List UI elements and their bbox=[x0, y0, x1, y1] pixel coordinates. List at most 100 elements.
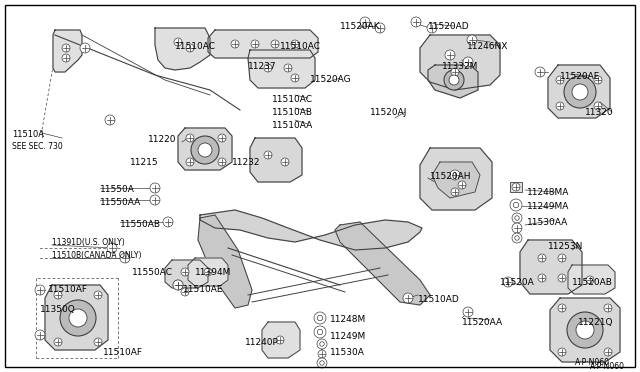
Polygon shape bbox=[432, 162, 480, 198]
Circle shape bbox=[444, 70, 464, 90]
Text: 11520AA: 11520AA bbox=[462, 318, 503, 327]
Text: 11220: 11220 bbox=[148, 135, 177, 144]
Polygon shape bbox=[548, 65, 610, 118]
Text: 11332M: 11332M bbox=[442, 62, 478, 71]
Circle shape bbox=[375, 23, 385, 33]
Circle shape bbox=[80, 43, 90, 53]
Circle shape bbox=[94, 338, 102, 346]
Polygon shape bbox=[200, 210, 422, 250]
Circle shape bbox=[264, 151, 272, 159]
Circle shape bbox=[538, 274, 546, 282]
Polygon shape bbox=[250, 138, 302, 182]
Text: 11510AE: 11510AE bbox=[183, 285, 223, 294]
Circle shape bbox=[594, 76, 602, 84]
Circle shape bbox=[515, 236, 519, 240]
Text: 11510AB: 11510AB bbox=[272, 108, 313, 117]
Circle shape bbox=[510, 199, 522, 211]
Circle shape bbox=[271, 40, 279, 48]
Circle shape bbox=[558, 304, 566, 312]
Circle shape bbox=[320, 361, 324, 365]
Polygon shape bbox=[420, 148, 492, 210]
Circle shape bbox=[512, 223, 522, 233]
Polygon shape bbox=[155, 28, 210, 70]
Text: 11391D(U.S. ONLY): 11391D(U.S. ONLY) bbox=[52, 238, 125, 247]
Text: 11510A: 11510A bbox=[12, 130, 44, 139]
Polygon shape bbox=[550, 298, 620, 362]
Circle shape bbox=[317, 315, 323, 321]
Text: 11253N: 11253N bbox=[548, 242, 584, 251]
Circle shape bbox=[198, 143, 212, 157]
Text: 11248M: 11248M bbox=[330, 315, 366, 324]
Circle shape bbox=[515, 216, 519, 220]
Circle shape bbox=[512, 183, 520, 191]
Text: 11520AH: 11520AH bbox=[430, 172, 472, 181]
Circle shape bbox=[564, 76, 596, 108]
Polygon shape bbox=[208, 30, 318, 58]
Circle shape bbox=[218, 134, 226, 142]
Circle shape bbox=[314, 326, 326, 338]
Circle shape bbox=[191, 136, 219, 164]
Circle shape bbox=[173, 280, 183, 290]
Circle shape bbox=[251, 40, 259, 48]
Text: 11510AF: 11510AF bbox=[48, 285, 88, 294]
Circle shape bbox=[320, 342, 324, 346]
Circle shape bbox=[281, 158, 289, 166]
Text: 11249M: 11249M bbox=[330, 332, 366, 341]
Polygon shape bbox=[248, 50, 315, 88]
Polygon shape bbox=[165, 260, 208, 288]
Circle shape bbox=[318, 350, 326, 358]
Text: 11520AB: 11520AB bbox=[572, 278, 613, 287]
Circle shape bbox=[586, 276, 594, 284]
Circle shape bbox=[314, 312, 326, 324]
Circle shape bbox=[513, 202, 518, 208]
Text: SEE SEC. 730: SEE SEC. 730 bbox=[12, 142, 63, 151]
Text: 11232: 11232 bbox=[232, 158, 260, 167]
Text: 11530AA: 11530AA bbox=[527, 218, 568, 227]
Text: 11510AC: 11510AC bbox=[280, 42, 321, 51]
Text: 11249MA: 11249MA bbox=[527, 202, 570, 211]
Circle shape bbox=[463, 307, 473, 317]
Circle shape bbox=[284, 64, 292, 72]
Text: 11394M: 11394M bbox=[195, 268, 232, 277]
Text: 11520AE: 11520AE bbox=[560, 72, 600, 81]
Text: 11240P: 11240P bbox=[245, 338, 279, 347]
Circle shape bbox=[150, 195, 160, 205]
Circle shape bbox=[556, 76, 564, 84]
Polygon shape bbox=[45, 285, 108, 350]
Text: A·P·N060: A·P·N060 bbox=[575, 358, 610, 367]
Polygon shape bbox=[188, 258, 228, 286]
Circle shape bbox=[558, 274, 566, 282]
Text: 11510AC: 11510AC bbox=[175, 42, 216, 51]
Text: 11520AG: 11520AG bbox=[310, 75, 351, 84]
Circle shape bbox=[94, 291, 102, 299]
Circle shape bbox=[276, 336, 284, 344]
Circle shape bbox=[291, 40, 299, 48]
Circle shape bbox=[174, 38, 182, 46]
Circle shape bbox=[264, 64, 272, 72]
Polygon shape bbox=[428, 65, 478, 98]
Circle shape bbox=[120, 253, 130, 263]
Text: 11510AD: 11510AD bbox=[418, 295, 460, 304]
Circle shape bbox=[60, 300, 96, 336]
Text: 11237: 11237 bbox=[248, 62, 276, 71]
Circle shape bbox=[594, 102, 602, 110]
Circle shape bbox=[512, 213, 522, 223]
Text: 11530A: 11530A bbox=[330, 348, 365, 357]
Circle shape bbox=[463, 57, 473, 67]
Circle shape bbox=[62, 54, 70, 62]
Circle shape bbox=[150, 183, 160, 193]
Polygon shape bbox=[568, 265, 615, 294]
Circle shape bbox=[105, 115, 115, 125]
Circle shape bbox=[291, 74, 299, 82]
Text: 11550A: 11550A bbox=[100, 185, 135, 194]
Text: 11550AC: 11550AC bbox=[132, 268, 173, 277]
Circle shape bbox=[231, 40, 239, 48]
Circle shape bbox=[54, 338, 62, 346]
Circle shape bbox=[572, 84, 588, 100]
Text: 11221Q: 11221Q bbox=[578, 318, 614, 327]
Circle shape bbox=[173, 280, 183, 290]
Polygon shape bbox=[262, 322, 300, 358]
Circle shape bbox=[54, 291, 62, 299]
Circle shape bbox=[450, 170, 460, 180]
Text: 11550AA: 11550AA bbox=[100, 198, 141, 207]
